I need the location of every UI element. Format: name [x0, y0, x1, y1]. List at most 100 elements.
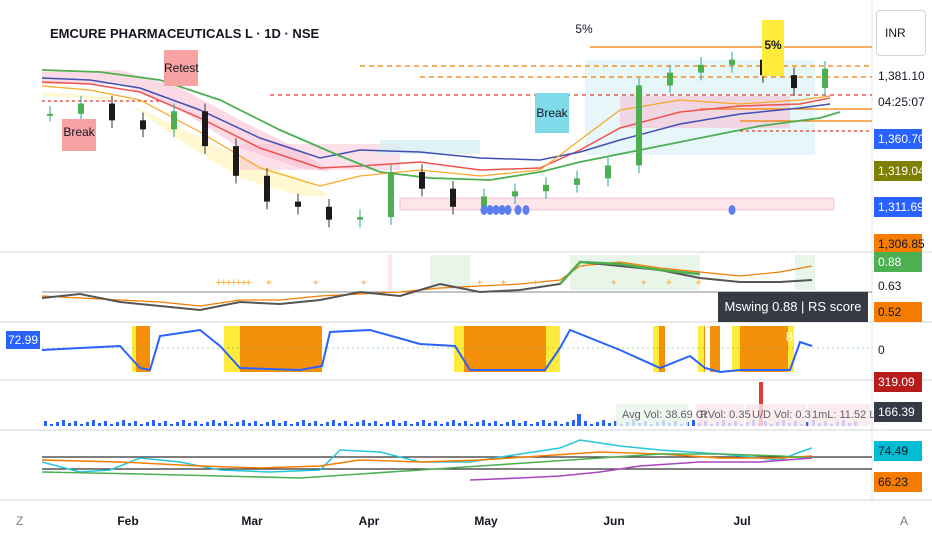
indicator2-value-badge: 72.99 [6, 331, 40, 349]
volume-bar [440, 424, 443, 426]
volume-bar [218, 423, 221, 426]
volume-axis-label: 166.39 K [874, 402, 922, 439]
indicator1-axis-label: 0.63 [874, 276, 922, 296]
ind2-yellow-edge [788, 326, 794, 372]
candle-body [109, 103, 115, 121]
volume-bar [80, 424, 83, 426]
volume-bar [248, 423, 251, 426]
price-axis-label: 1,381.10 [874, 66, 925, 86]
ind1-marker: + [225, 278, 233, 288]
volume-bar [146, 422, 149, 426]
price-axis-label: 1,360.70 [874, 129, 925, 149]
volume-bar [614, 421, 617, 426]
volume-bar [104, 421, 107, 426]
ind1-marker: + [235, 278, 243, 288]
timezone-button[interactable]: Z [16, 514, 24, 528]
candle-body [822, 68, 828, 89]
chart-title: EMCURE PHARMACEUTICALS L · 1D · NSE [50, 26, 320, 41]
volume-bar [356, 422, 359, 426]
signal-dot [504, 205, 512, 215]
ind2-orange-block [455, 326, 560, 372]
candle-body [295, 201, 301, 207]
ind1-orange [41, 261, 813, 307]
volume-bar [278, 423, 281, 426]
ind1-marker: + [215, 278, 223, 288]
volume-bar [260, 424, 263, 426]
volume-bar [188, 423, 191, 426]
ind1-marker: + [532, 278, 540, 288]
volume-bar [44, 421, 47, 426]
volume-bar [476, 422, 479, 426]
signal-dot [486, 205, 494, 215]
currency-selector[interactable]: INR [876, 10, 926, 56]
volume-bar [110, 424, 113, 426]
month-label: Mar [241, 514, 263, 528]
volume-bar [134, 421, 137, 426]
auto-scale-button[interactable]: A [900, 514, 909, 528]
volume-bar [608, 423, 611, 426]
volume-bar [560, 424, 563, 426]
volume-bar [182, 420, 185, 426]
demand-zone [380, 140, 480, 154]
signal-dot [480, 205, 488, 215]
candle-body [78, 103, 84, 114]
ind1-marker: + [695, 278, 703, 288]
candle-body [357, 217, 363, 220]
volume-bar [380, 424, 383, 426]
volume-bar [206, 422, 209, 426]
price-axis-label: 1,319.04 [874, 161, 925, 181]
volume-bar [500, 424, 503, 426]
volume-bar [170, 424, 173, 426]
volume-bar [404, 421, 407, 426]
avg-vol-stat: Avg Vol: 38.69 Cr [622, 409, 708, 421]
volume-bar [806, 422, 809, 426]
volume-bar [602, 420, 605, 426]
volume-bar [434, 421, 437, 426]
volume-bar [332, 420, 335, 426]
volume-bar [176, 422, 179, 426]
candle-body [512, 191, 518, 197]
volume-bar [266, 422, 269, 426]
ma-yellow [41, 85, 831, 187]
indicator1-axis-label: 0.52 [874, 302, 922, 322]
price-axis-label: 1,311.69 [874, 197, 924, 217]
candle-body [698, 64, 704, 73]
volume-bar [242, 420, 245, 426]
volume-bar [362, 420, 365, 426]
ind2-orange-block [134, 326, 150, 372]
volume-bar [164, 421, 167, 426]
candle-body [171, 111, 177, 130]
volume-bar [452, 420, 455, 426]
ind3-orange [41, 451, 813, 469]
volume-bar [140, 424, 143, 426]
ind1-green [559, 260, 701, 285]
candle-body [140, 120, 146, 130]
break-annotation-left: Break [62, 119, 96, 151]
ind2-orange-block [226, 326, 322, 372]
ma-red [41, 81, 831, 171]
candle-body [388, 171, 394, 218]
volume-bar [392, 420, 395, 426]
volume-bar [524, 421, 527, 426]
volume-bar [194, 421, 197, 426]
ind2-line [41, 328, 813, 374]
volume-bar [272, 420, 275, 426]
volume-spike [577, 414, 581, 426]
volume-bar [326, 422, 329, 426]
volume-bar [296, 422, 299, 426]
ind2-orange-block [655, 326, 665, 372]
ind2-yellow-edge [454, 326, 464, 372]
candle-body [605, 165, 611, 179]
volume-bar [212, 420, 215, 426]
month-label: Jun [603, 514, 625, 528]
volume-bar [116, 422, 119, 426]
volume-bar [308, 423, 311, 426]
candle-body [47, 113, 53, 116]
ind2-yellow-edge [546, 326, 560, 372]
volume-bar [344, 421, 347, 426]
volume-bar [368, 423, 371, 426]
volume-bar [512, 420, 515, 426]
volume-bar [92, 420, 95, 426]
signal-dot [522, 205, 530, 215]
